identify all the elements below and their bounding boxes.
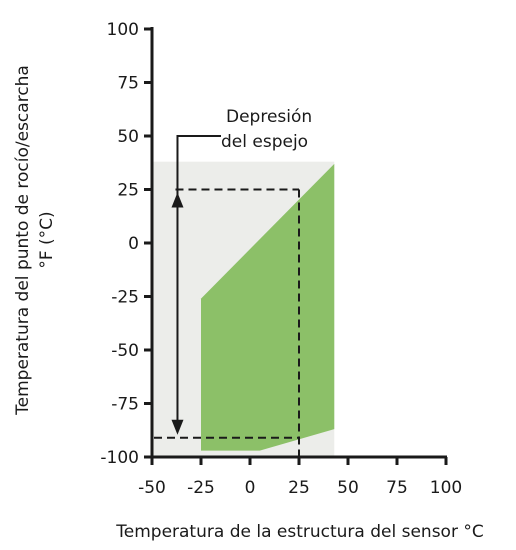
annotation-line-2: del espejo: [221, 132, 308, 152]
x-tick-label: 25: [288, 478, 310, 498]
y-tick-label: 50: [117, 127, 139, 147]
y-tick-label: -25: [111, 288, 139, 308]
x-axis-title: Temperatura de la estructura del sensor …: [115, 522, 483, 542]
y-tick-label: -75: [111, 395, 139, 415]
operating-region: [201, 163, 335, 451]
y-tick-label: -100: [100, 448, 139, 468]
y-ticks: -100 -75 -50 -25 0 25 50 75 100: [100, 20, 152, 468]
x-tick-label: 100: [430, 478, 462, 498]
x-ticks: -50 -25 0 25 50 75 100: [138, 457, 462, 498]
x-tick-label: -25: [187, 478, 215, 498]
depression-arrow-head-down: [171, 419, 184, 435]
y-tick-label: 75: [117, 74, 139, 94]
y-tick-label: -50: [111, 341, 139, 361]
y-tick-label: 0: [128, 234, 139, 254]
y-axis-title-line-1: Temperatura del punto de rocío/escarcha: [13, 65, 33, 416]
depression-arrow-head-up: [171, 192, 184, 208]
y-tick-label: 100: [107, 20, 139, 40]
y-tick-label: 25: [117, 181, 139, 201]
annotation-leader-line: [176, 135, 221, 196]
x-tick-label: 50: [337, 478, 359, 498]
x-tick-label: 75: [386, 478, 408, 498]
x-tick-label: 0: [245, 478, 256, 498]
annotation-line-1: Depresión: [226, 107, 312, 127]
y-axis-title-line-2: °F (°C): [37, 211, 57, 268]
x-tick-label: -50: [138, 478, 166, 498]
